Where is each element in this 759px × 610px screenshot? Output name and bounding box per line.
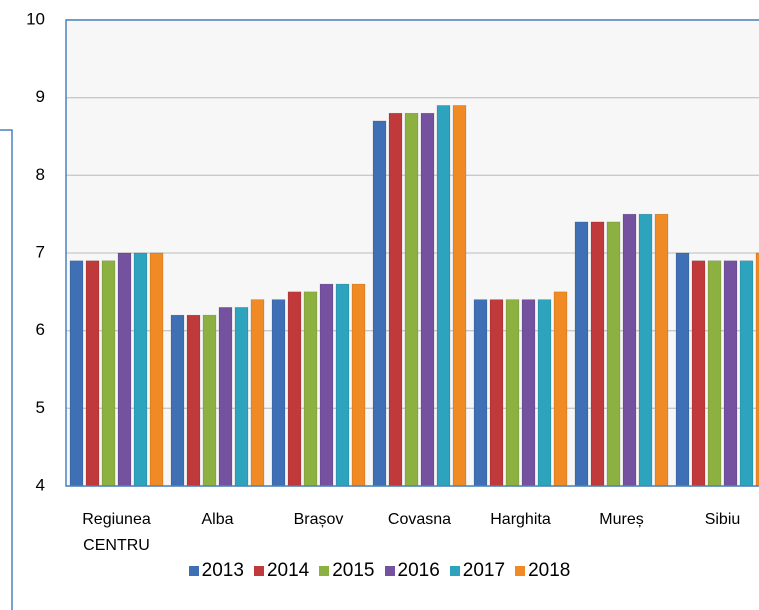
- x-tick-label: Brașov: [293, 511, 344, 528]
- legend-item: 2013: [188, 560, 244, 582]
- bar: [186, 314, 201, 487]
- bar: [420, 112, 435, 487]
- frame-edge: [0, 129, 13, 610]
- legend-label: 2016: [397, 560, 440, 581]
- bar: [521, 299, 536, 487]
- bars: [69, 105, 759, 487]
- bar: [574, 221, 589, 487]
- bar: [170, 314, 185, 487]
- bar: [606, 221, 621, 487]
- bar: [489, 299, 504, 487]
- bar: [691, 260, 706, 487]
- bar: [622, 213, 637, 487]
- x-tick-label: Regiunea CENTRU: [82, 511, 151, 554]
- bar: [319, 283, 334, 487]
- bar: [69, 260, 84, 487]
- bar: [707, 260, 722, 487]
- legend-label: 2015: [332, 560, 375, 581]
- y-tick-label: 5: [36, 398, 45, 417]
- y-tick-label: 9: [36, 87, 45, 106]
- bar: [755, 252, 759, 487]
- legend-swatch: [188, 566, 199, 576]
- bar: [271, 299, 286, 487]
- bar: [287, 291, 302, 487]
- bar: [537, 299, 552, 487]
- legend-item: 2018: [515, 560, 570, 582]
- bar: [133, 252, 148, 487]
- legend-label: 2013: [201, 560, 244, 581]
- bar: [654, 213, 669, 487]
- bar: [675, 252, 690, 487]
- legend-swatch: [319, 566, 330, 576]
- legend-item: 2014: [253, 560, 310, 582]
- legend-item: 2017: [449, 560, 506, 582]
- bar: [473, 299, 488, 487]
- bar: [404, 112, 419, 487]
- bar: [505, 299, 520, 487]
- y-tick-label: 4: [36, 475, 45, 494]
- bar: [590, 221, 605, 487]
- bar: [303, 291, 318, 487]
- bar: [218, 307, 233, 487]
- x-tick-label: Covasna: [387, 511, 452, 528]
- legend-label: 2017: [462, 560, 506, 581]
- legend: 2013 2014 2015 2016 2017 2018: [0, 560, 759, 582]
- legend-label: 2018: [528, 560, 571, 581]
- bar: [723, 260, 738, 487]
- bar: [85, 260, 100, 487]
- legend-item: 2015: [319, 560, 375, 582]
- legend-label: 2014: [266, 560, 310, 581]
- x-tick-label: Alba: [201, 511, 234, 528]
- y-tick-label: 10: [26, 9, 45, 28]
- bar: [351, 283, 366, 487]
- bar: [117, 252, 132, 487]
- bar: [638, 213, 653, 487]
- x-tick-label: Harghita: [490, 511, 551, 528]
- y-tick-label: 7: [36, 242, 45, 261]
- bar: [452, 105, 467, 487]
- bar: [372, 120, 387, 487]
- legend-swatch: [449, 566, 460, 576]
- legend-swatch: [384, 566, 395, 576]
- bar: [234, 307, 249, 487]
- bar: [250, 299, 265, 487]
- legend-swatch: [515, 566, 526, 576]
- bar: [436, 105, 451, 487]
- bar: [335, 283, 350, 487]
- bar: [388, 112, 403, 487]
- bar: [202, 314, 217, 487]
- bar: [149, 252, 164, 487]
- y-tick-label: 6: [36, 320, 45, 339]
- plot-border: [65, 19, 759, 487]
- bar: [739, 260, 754, 487]
- y-tick-label: 8: [36, 165, 45, 184]
- bar: [553, 291, 568, 487]
- legend-swatch: [253, 566, 264, 576]
- x-tick-label: Sibiu: [704, 511, 741, 528]
- x-tick-label: Mureș: [599, 511, 644, 528]
- legend-item: 2016: [384, 560, 440, 582]
- bar: [101, 260, 116, 487]
